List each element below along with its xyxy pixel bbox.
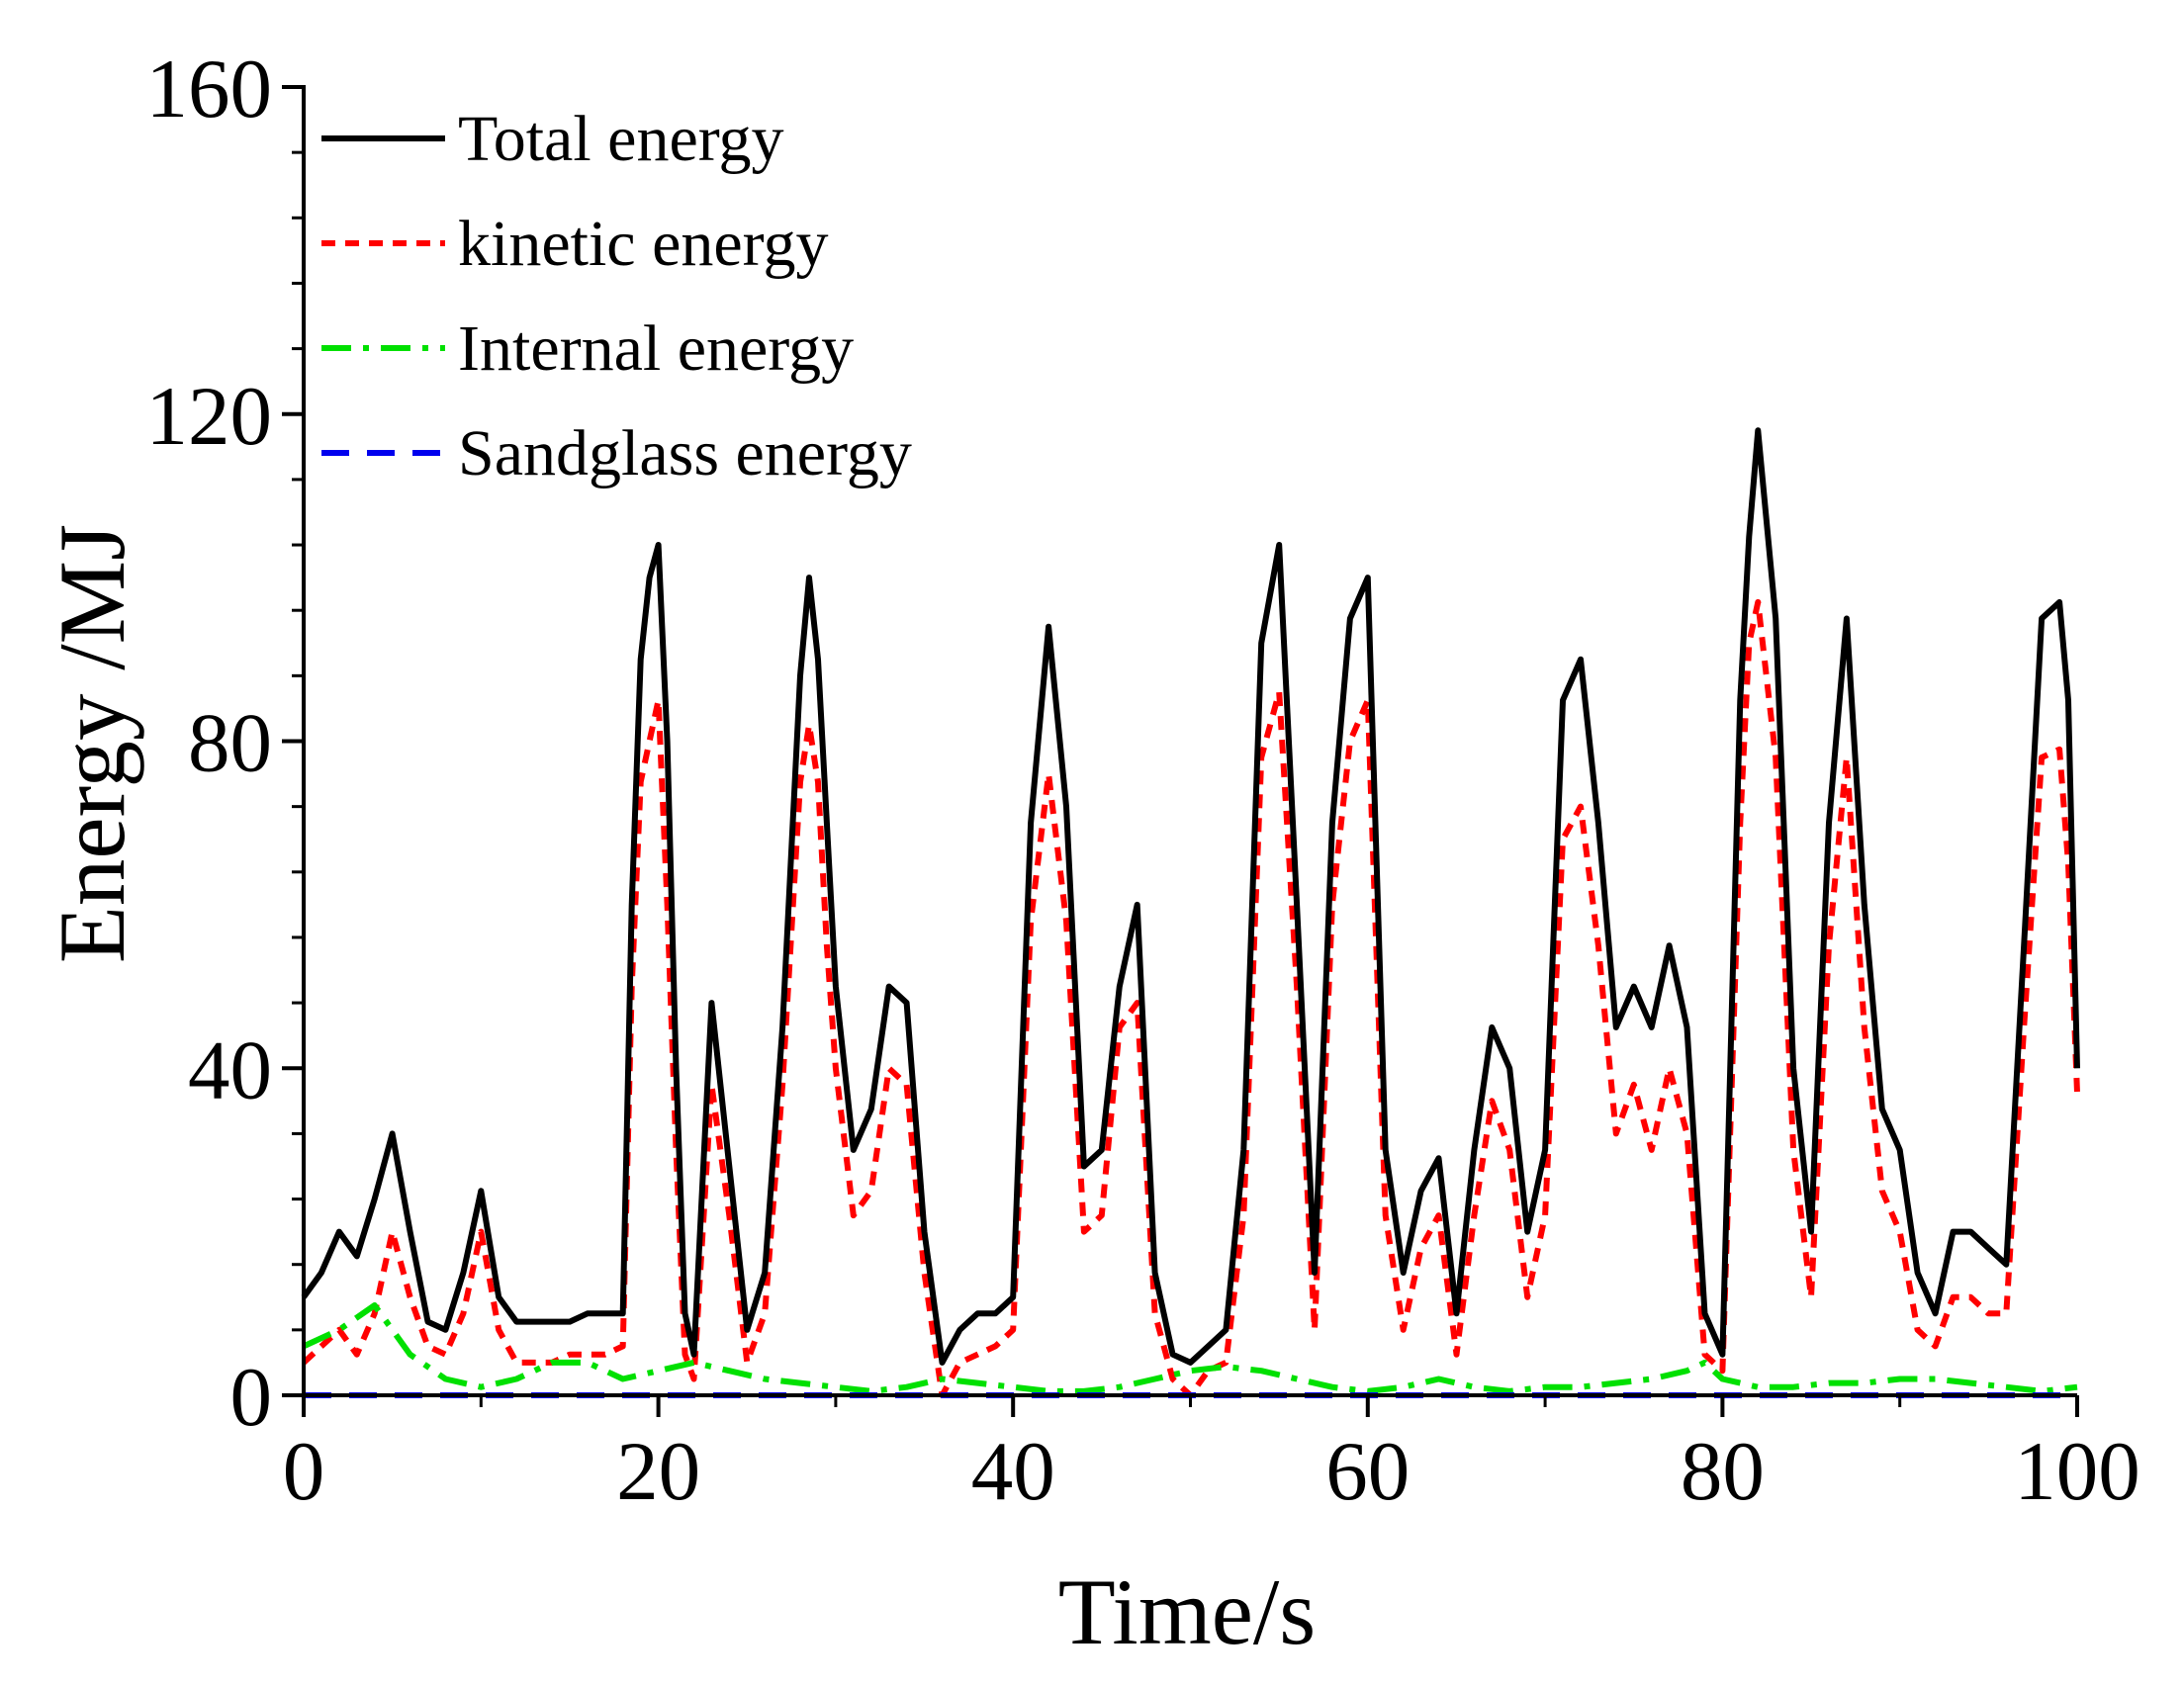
series-line-0 <box>301 427 2080 1366</box>
legend: Total energy kinetic energy Internal energ… <box>321 103 912 489</box>
legend-label-2: Internal energy <box>458 312 854 385</box>
legend-label-3: Sandglass energy <box>458 417 912 489</box>
plot-area <box>301 427 2080 1398</box>
legend-label-1: kinetic energy <box>458 208 828 280</box>
x-tick-label: 40 <box>971 1425 1055 1518</box>
y-tick-label: 120 <box>146 370 273 463</box>
x-tick-label: 100 <box>2014 1425 2140 1518</box>
y-tick-label: 40 <box>188 1023 272 1116</box>
series-line-1 <box>301 598 2080 1398</box>
x-tick-label: 20 <box>616 1425 700 1518</box>
x-axis-title: Time/s <box>1058 1559 1317 1664</box>
series-line-2 <box>302 1302 2078 1394</box>
tick-labels: 0 40 80 120 160 0 20 40 60 80 100 <box>146 43 2140 1518</box>
legend-label-0: Total energy <box>458 103 784 175</box>
y-axis-title: Energy /MJ <box>40 524 144 963</box>
x-tick-label: 0 <box>283 1425 325 1518</box>
x-tick-label: 60 <box>1325 1425 1410 1518</box>
y-tick-label: 80 <box>188 697 272 790</box>
axes <box>282 85 2079 1417</box>
y-tick-label: 160 <box>146 43 273 135</box>
y-tick-label: 0 <box>230 1351 273 1444</box>
x-tick-label: 80 <box>1681 1425 1765 1518</box>
